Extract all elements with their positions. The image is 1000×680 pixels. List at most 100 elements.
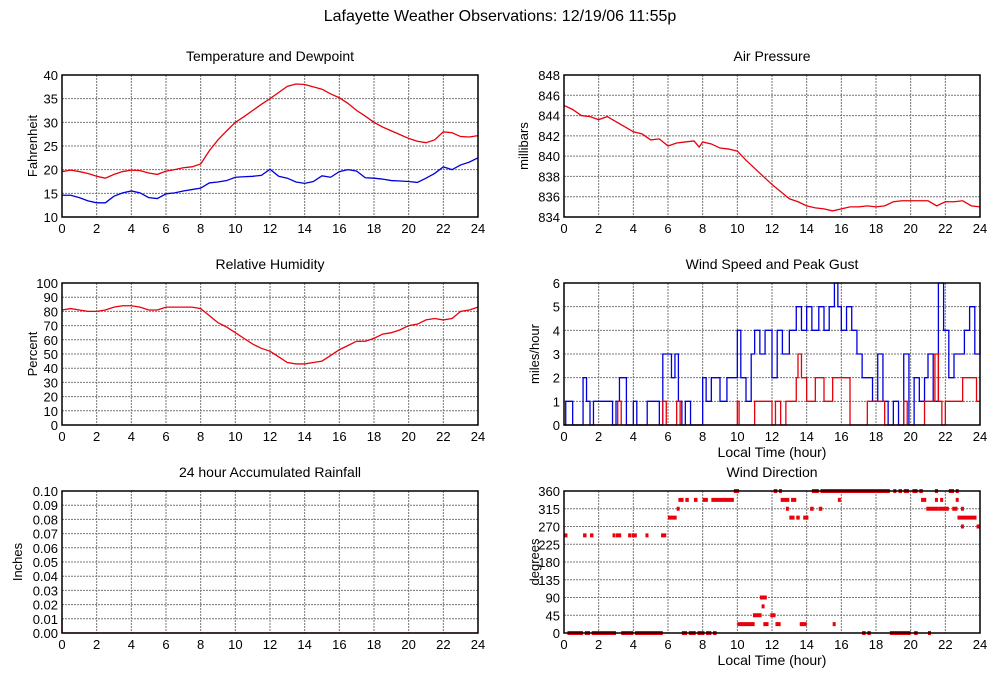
- x-tick-label: 10: [228, 429, 242, 444]
- x-tick-label: 20: [401, 429, 415, 444]
- y-tick-label: 840: [538, 149, 560, 164]
- x-tick-label: 4: [128, 221, 135, 236]
- wind-direction-point: [661, 533, 667, 538]
- y-tick-label: 6: [553, 276, 560, 291]
- wind-direction-point: [590, 533, 594, 538]
- x-tick-label: 18: [367, 221, 381, 236]
- x-tick-label: 16: [834, 221, 848, 236]
- wind-direction-point: [676, 506, 680, 511]
- wind-direction-point: [628, 533, 632, 538]
- y-tick-label: 30: [44, 115, 58, 130]
- x-tick-label: 2: [595, 637, 602, 652]
- x-tick-label: 2: [93, 637, 100, 652]
- y-tick-label: 4: [553, 323, 560, 338]
- x-tick-label: 22: [436, 637, 450, 652]
- y-tick-label: 846: [538, 88, 560, 103]
- plot-frame: [563, 74, 981, 218]
- wind-direction-point: [960, 506, 964, 511]
- y-tick-label: 842: [538, 129, 560, 144]
- y-tick-label: 45: [546, 608, 560, 623]
- x-tick-label: 4: [630, 221, 637, 236]
- y-tick-label: 3: [553, 347, 560, 362]
- wind-direction-point: [702, 497, 708, 502]
- wind-direction-point: [711, 497, 734, 502]
- page-title: Lafayette Weather Observations: 12/19/06…: [323, 8, 677, 25]
- y-tick-label: 0.04: [33, 569, 58, 584]
- y-tick-label: 90: [44, 290, 58, 305]
- wind-direction-point: [770, 613, 776, 618]
- wind-direction-point: [645, 533, 649, 538]
- x-tick-label: 8: [699, 637, 706, 652]
- x-tick-label: 20: [903, 429, 917, 444]
- wind-direction-point: [583, 533, 587, 538]
- x-tick-label: 2: [93, 429, 100, 444]
- x-tick-label: 4: [630, 637, 637, 652]
- wind-direction-point: [791, 497, 797, 502]
- x-tick-label: 4: [128, 429, 135, 444]
- series-line-wind-speed: [564, 353, 980, 426]
- x-tick-label: 24: [973, 637, 987, 652]
- y-tick-label: 0.09: [33, 498, 58, 513]
- x-tick-label: 14: [297, 429, 311, 444]
- y-tick-label: 844: [538, 109, 560, 124]
- y-tick-label: 0.06: [33, 541, 58, 556]
- chart-title: Air Pressure: [733, 48, 810, 64]
- y-tick-label: 5: [553, 300, 560, 315]
- y-tick-label: 10: [44, 404, 58, 419]
- x-tick-label: 14: [799, 429, 813, 444]
- y-tick-label: 0.00: [33, 626, 58, 641]
- y-tick-label: 0: [51, 418, 58, 433]
- y-tick-label: 15: [44, 186, 58, 201]
- wind-direction-point: [810, 506, 814, 511]
- y-tick-label: 70: [44, 319, 58, 334]
- chart-title: Relative Humidity: [216, 256, 325, 272]
- x-tick-label: 6: [664, 221, 671, 236]
- wind-direction-point: [799, 622, 807, 627]
- y-tick-label: 180: [538, 555, 560, 570]
- y-tick-label: 315: [538, 502, 560, 517]
- wind-direction-point: [763, 622, 769, 627]
- x-tick-label: 12: [765, 637, 779, 652]
- y-tick-label: 838: [538, 169, 560, 184]
- wind-direction-point: [960, 524, 964, 529]
- wind-direction-point: [612, 533, 616, 538]
- x-tick-label: 12: [263, 429, 277, 444]
- x-tick-label: 20: [401, 221, 415, 236]
- y-tick-label: 225: [538, 537, 560, 552]
- y-tick-label: 0.10: [33, 484, 58, 499]
- x-tick-label: 0: [58, 637, 65, 652]
- x-tick-label: 24: [973, 221, 987, 236]
- x-tick-label: 16: [834, 429, 848, 444]
- x-tick-label: 24: [471, 637, 485, 652]
- x-tick-label: 22: [938, 637, 952, 652]
- y-axis-label: Fahrenheit: [25, 115, 40, 178]
- y-tick-label: 0.05: [33, 555, 58, 570]
- x-tick-label: 0: [560, 221, 567, 236]
- y-tick-label: 2: [553, 371, 560, 386]
- wind-direction-point: [775, 622, 781, 627]
- x-tick-label: 4: [128, 637, 135, 652]
- wind-direction-point: [759, 595, 767, 600]
- wind-direction-point: [752, 613, 762, 618]
- series-line-relative-humidity: [61, 305, 479, 365]
- y-tick-label: 0.03: [33, 583, 58, 598]
- x-tick-label: 24: [471, 221, 485, 236]
- y-axis-label: Percent: [25, 331, 40, 376]
- wind-direction-point: [832, 622, 836, 627]
- x-tick-label: 10: [228, 637, 242, 652]
- y-tick-label: 1: [553, 394, 560, 409]
- x-tick-label: 22: [436, 429, 450, 444]
- x-tick-label: 0: [58, 221, 65, 236]
- y-tick-label: 20: [44, 390, 58, 405]
- x-tick-label: 10: [730, 221, 744, 236]
- y-tick-label: 40: [44, 361, 58, 376]
- x-tick-label: 0: [560, 637, 567, 652]
- chart-temperature: Temperature and Dewpoint 10 15 20 25 30 35 40 0 2…: [25, 48, 485, 236]
- wind-direction-point: [789, 515, 795, 520]
- wind-direction-point: [926, 506, 939, 511]
- wind-direction-point: [955, 497, 959, 502]
- chart-rainfall: 24 hour Accumulated Rainfall 0.000.010.02…: [10, 464, 485, 652]
- x-tick-label: 8: [197, 221, 204, 236]
